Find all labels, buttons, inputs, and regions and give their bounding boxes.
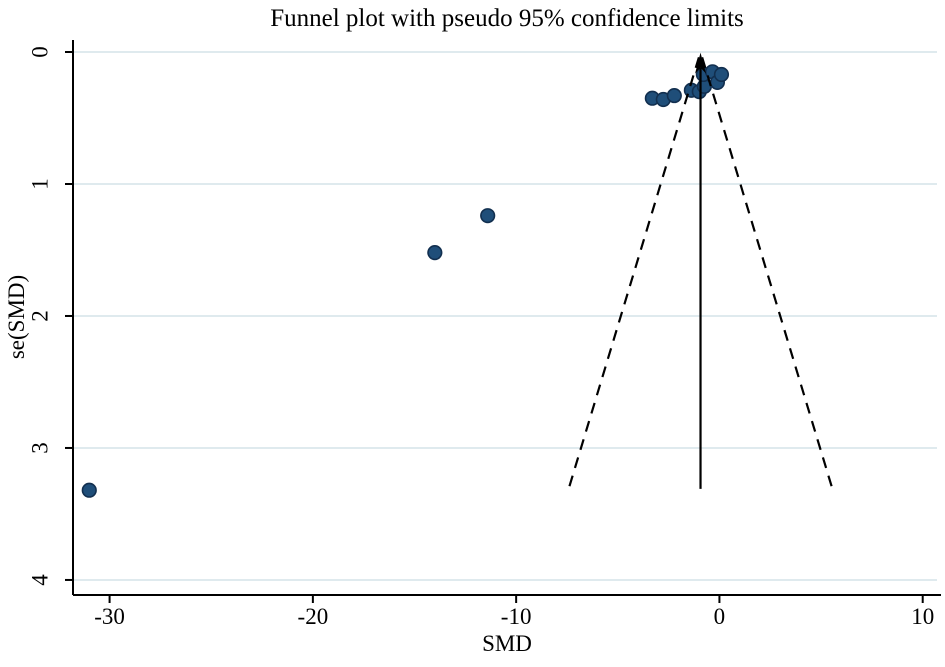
x-tick-label: -30 (94, 604, 125, 629)
study-point (427, 245, 443, 261)
y-tick-label: 2 (28, 310, 53, 322)
y-tick-label: 3 (28, 442, 53, 454)
y-tick-label: 4 (28, 574, 53, 586)
pseudo-ci-left-line (567, 56, 700, 490)
pseudo-ci-right-line (701, 56, 834, 490)
study-point (81, 482, 97, 498)
x-tick-label: 10 (911, 604, 934, 629)
x-tick-label: -20 (298, 604, 329, 629)
x-tick-label: 0 (714, 604, 726, 629)
pooled-effect-arrowhead (695, 52, 707, 74)
x-tick-label: -10 (501, 604, 532, 629)
x-axis-title: SMD (482, 631, 532, 656)
study-point (480, 208, 496, 224)
y-tick-label: 1 (28, 178, 53, 190)
y-axis-title: se(SMD) (4, 274, 29, 360)
study-point (666, 87, 682, 104)
plot-title: Funnel plot with pseudo 95% confidence l… (270, 5, 744, 32)
y-tick-label: 0 (28, 46, 53, 58)
study-point (713, 66, 730, 83)
